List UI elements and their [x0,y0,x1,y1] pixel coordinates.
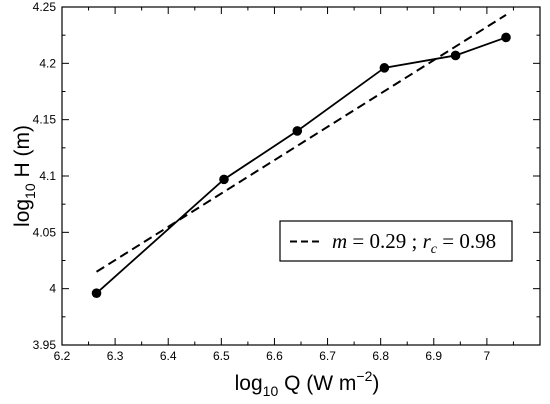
plot-frame [61,6,541,346]
x-axis-title-base: log [235,372,263,395]
fit-line [95,14,507,273]
x-axis-title-text: Q (W m [278,372,356,395]
y-tick-label: 4 [49,282,56,296]
axis-ticks: 6.2 6.3 6.4 6.5 6.6 6.7 6.8 6.9 7 3.95 4 4.05 4.1 4.1… [33,0,540,363]
data-point [91,288,102,298]
x-tick-label: 6.7 [319,349,336,363]
data-line [95,36,507,294]
legend-entry: m = 0.29 ; rc = 0.98 [332,229,496,257]
y-axis-title-text: H (m) [11,125,34,183]
legend-m-value: = 0.29 ; [347,229,422,253]
x-tick-label: 6.6 [266,349,283,363]
x-tick-label: 6.2 [54,349,71,363]
x-axis-title-tail: ) [372,372,379,395]
data-point [501,32,511,43]
y-axis-title-base: log [11,199,34,227]
legend-r-subscript: c [431,242,438,257]
y-tick-label: 4.25 [33,0,57,14]
legend-r-label: r [423,229,432,253]
data-point [292,126,303,136]
x-tick-label: 6.5 [213,349,230,363]
data-series [91,14,511,298]
y-tick-label: 4.1 [39,169,56,183]
x-tick-label: 6.9 [425,349,442,363]
data-point [379,63,390,73]
y-tick-label: 4.05 [33,225,57,239]
x-tick-label: 6.3 [107,349,124,363]
y-axis-title: log10 H (m) [11,125,38,227]
legend-m-label: m [332,229,347,253]
x-axis-title: log10 Q (W m−2) [235,368,380,399]
data-point [219,174,229,185]
data-point [450,50,461,61]
x-tick-label: 7 [484,349,491,363]
x-tick-label: 6.8 [372,349,389,363]
x-axis-title-superscript: −2 [356,368,372,384]
legend-r-value: = 0.98 [437,229,496,253]
x-axis-title-subscript: 10 [263,383,279,399]
x-tick-label: 6.4 [160,349,177,363]
y-tick-label: 4.15 [33,113,57,127]
y-tick-label: 4.2 [39,56,56,70]
y-axis-title-subscript: 10 [22,183,38,199]
y-tick-label: 3.95 [33,338,57,352]
legend: m = 0.29 ; rc = 0.98 [279,220,513,262]
